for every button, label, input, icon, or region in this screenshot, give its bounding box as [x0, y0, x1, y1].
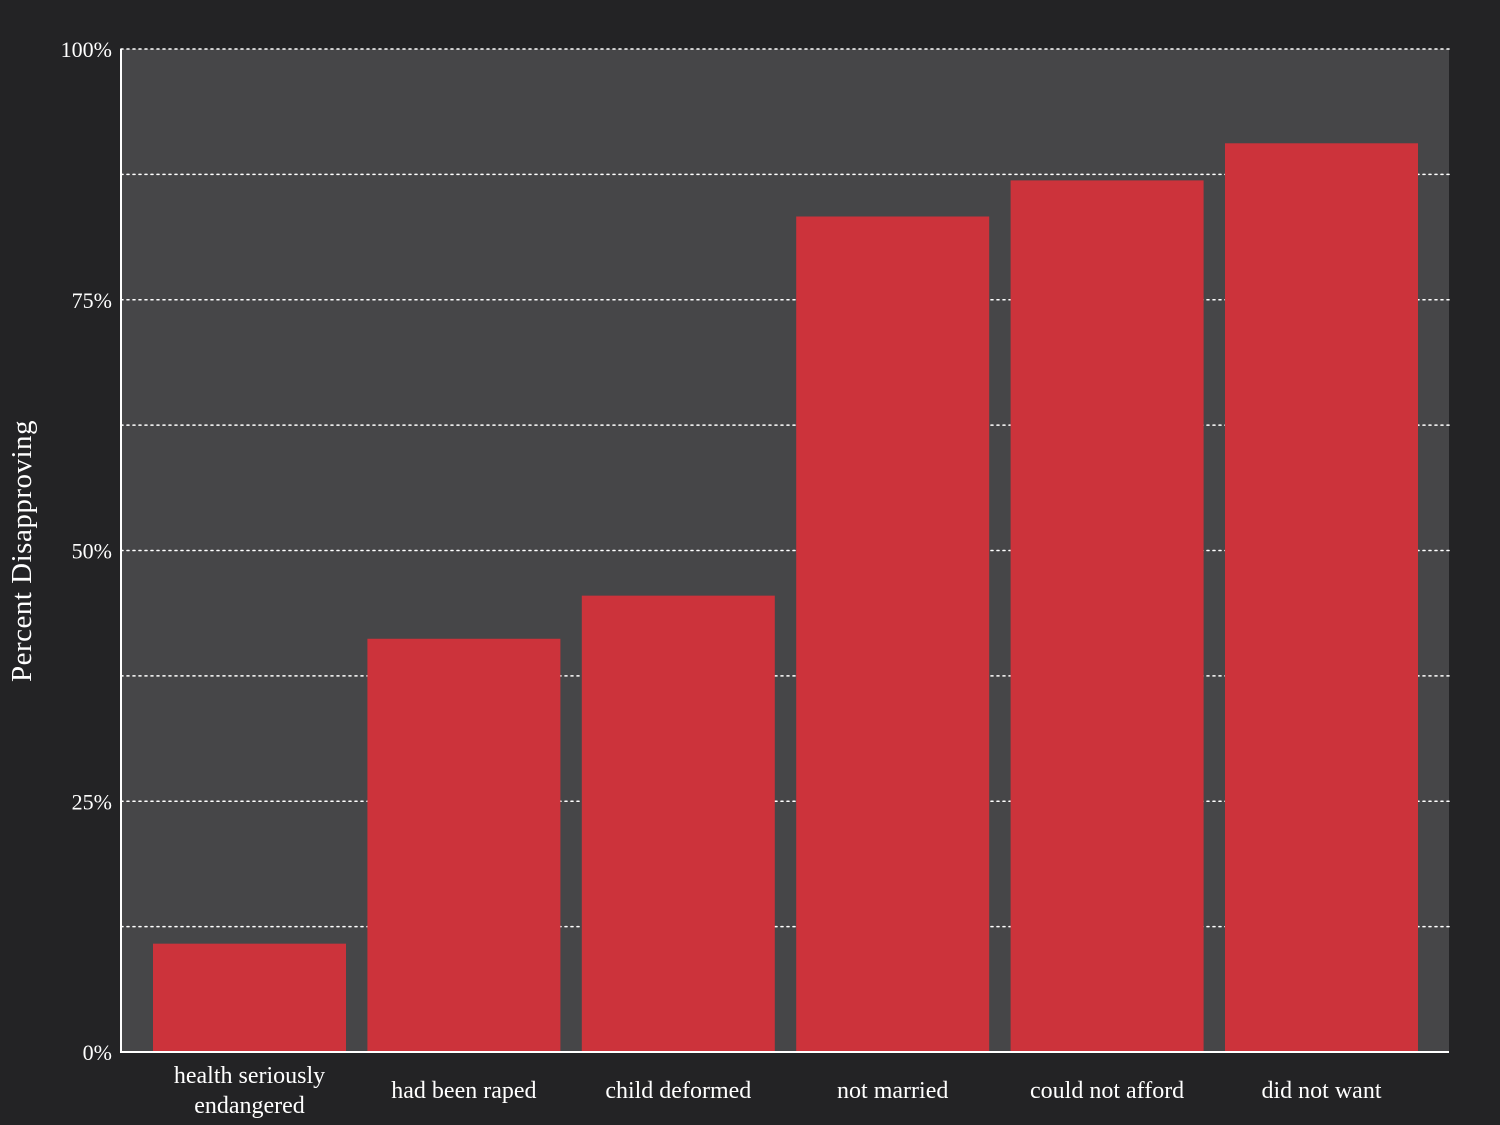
x-tick-label: endangered	[194, 1093, 305, 1119]
y-axis-title: Percent Disapproving	[6, 420, 38, 682]
x-tick-label: could not afford	[1030, 1078, 1184, 1104]
x-tick-label: child deformed	[605, 1078, 751, 1104]
y-tick-label: 50%	[72, 539, 112, 564]
bar	[1225, 143, 1418, 1053]
axes	[120, 49, 1449, 1053]
x-tick-labels: health seriously endangered had been raped…	[174, 1063, 1382, 1119]
bar	[581, 595, 775, 1052]
x-tick-label: did not want	[1262, 1078, 1382, 1104]
bar	[796, 216, 990, 1053]
x-tick-label: had been raped	[391, 1078, 536, 1104]
bar	[1010, 180, 1204, 1052]
x-tick-label: health seriously	[174, 1063, 325, 1089]
y-tick-label: 25%	[72, 789, 112, 814]
y-tick-label: 0%	[83, 1040, 112, 1065]
x-tick-label: not married	[837, 1078, 948, 1104]
bars	[153, 143, 1418, 1053]
bar	[367, 638, 561, 1052]
bar	[153, 943, 346, 1052]
y-tick-labels: 0% 25% 50% 75% 100%	[61, 37, 112, 1065]
y-tick-label: 100%	[61, 37, 112, 62]
y-tick-label: 75%	[72, 288, 112, 313]
